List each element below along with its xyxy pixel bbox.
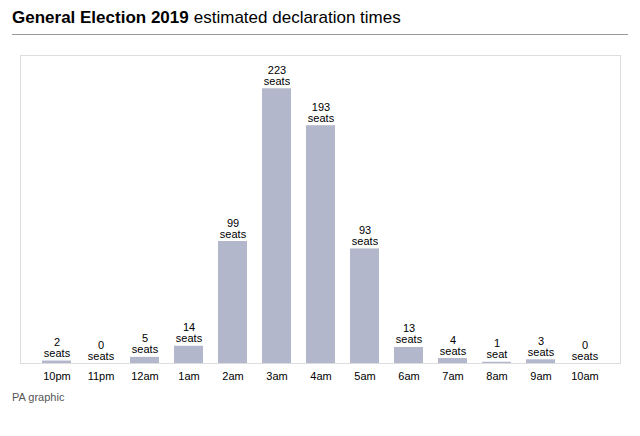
svg-text:10am: 10am [571, 370, 599, 382]
svg-text:193seats: 193seats [308, 101, 335, 124]
svg-text:1seat: 1seat [487, 337, 508, 360]
svg-text:0seats: 0seats [88, 339, 115, 362]
svg-text:10pm: 10pm [43, 370, 71, 382]
svg-text:223seats: 223seats [264, 64, 291, 87]
svg-text:2seats: 2seats [44, 336, 71, 359]
svg-text:11pm: 11pm [88, 370, 115, 382]
svg-text:3am: 3am [266, 370, 287, 382]
svg-text:3seats: 3seats [528, 335, 555, 358]
svg-text:2am: 2am [222, 370, 243, 382]
svg-text:12am: 12am [131, 370, 159, 382]
html-text:PA graphic: PA graphic [12, 391, 65, 403]
svg-text:93seats: 93seats [352, 224, 379, 247]
svg-text:5am: 5am [354, 370, 375, 382]
svg-text:8am: 8am [486, 370, 507, 382]
svg-text:13seats: 13seats [396, 322, 423, 345]
svg-text:7am: 7am [442, 370, 463, 382]
svg-text:5seats: 5seats [132, 332, 159, 355]
svg-text:4seats: 4seats [440, 334, 467, 357]
svg-text:1am: 1am [178, 370, 199, 382]
svg-text:9am: 9am [530, 370, 551, 382]
html-text:General Election 2019 estimate: General Election 2019 estimated declarat… [12, 8, 401, 27]
svg-text:6am: 6am [398, 370, 419, 382]
svg-text:0seats: 0seats [572, 339, 599, 362]
svg-text:99seats: 99seats [220, 217, 247, 240]
svg-text:4am: 4am [310, 370, 331, 382]
svg-text:14seats: 14seats [176, 321, 203, 344]
